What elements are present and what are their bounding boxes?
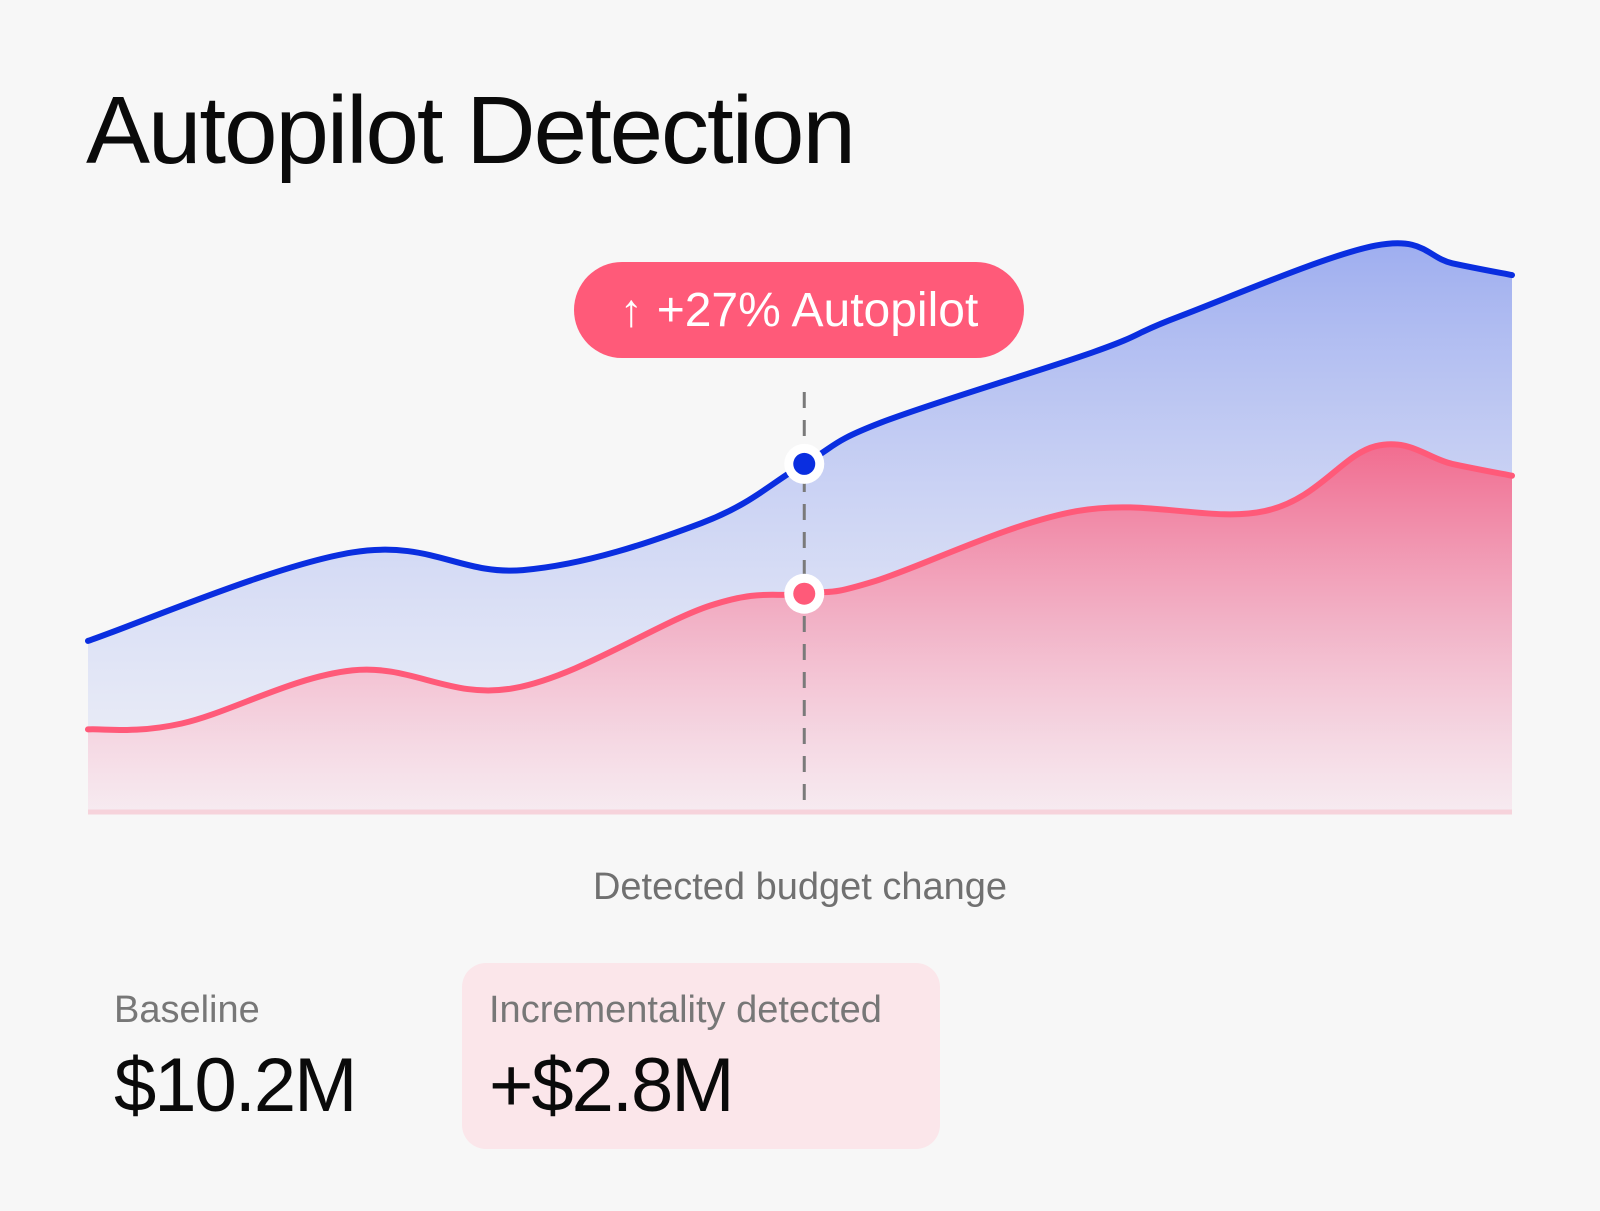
baseline-point: [793, 582, 816, 605]
incrementality-value: +$2.8M: [489, 1042, 735, 1128]
incrementality-label: Incrementality detected: [489, 989, 882, 1031]
baseline-value: $10.2M: [114, 1042, 357, 1128]
autopilot-lift-text: +27% Autopilot: [656, 283, 979, 337]
page-title: Autopilot Detection: [86, 77, 856, 184]
incrementality-stat: Incrementality detected +$2.8M: [462, 963, 940, 1149]
baseline-area: [88, 444, 1512, 812]
autopilot-line: [85, 240, 1515, 644]
baseline-label: Baseline: [114, 989, 260, 1031]
marker-label: Detected budget change: [592, 866, 1008, 908]
arrow-up-icon: ↑: [619, 284, 643, 336]
autopilot-lift-badge: ↑ +27% Autopilot: [574, 262, 1024, 358]
autopilot-point: [793, 452, 816, 475]
baseline-stat: Baseline $10.2M: [114, 988, 357, 1131]
